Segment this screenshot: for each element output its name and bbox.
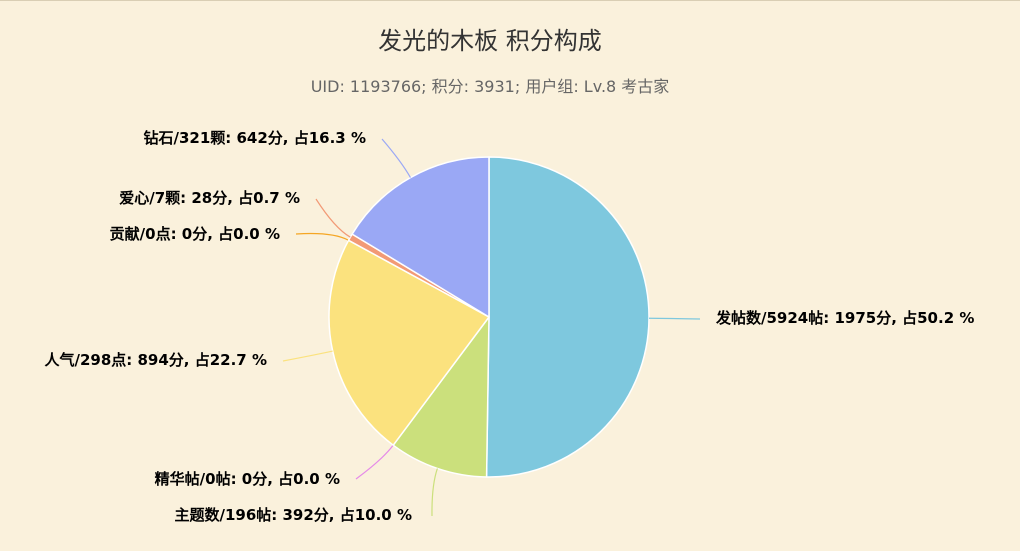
leader-line-4 xyxy=(295,232,349,241)
slice-label-4: 贡献/0点: 0分, 占0.0 % xyxy=(110,225,280,243)
slice-label-1: 主题数/196帖: 392分, 占10.0 % xyxy=(174,506,412,524)
chart-subtitle: UID: 1193766; 积分: 3931; 用户组: Lv.8 考古家 xyxy=(310,77,670,96)
leader-line-5 xyxy=(315,198,351,238)
leader-line-1 xyxy=(431,468,438,517)
slice-label-6: 钻石/321颗: 642分, 占16.3 % xyxy=(143,129,366,147)
leader-line-6 xyxy=(381,138,411,178)
slice-label-0: 发帖数/5924帖: 1975分, 占50.2 % xyxy=(715,309,974,327)
pie-slice-0[interactable] xyxy=(485,156,650,478)
leader-line-0 xyxy=(648,317,701,320)
slice-label-5: 爱心/7颗: 28分, 占0.7 % xyxy=(119,189,300,207)
leader-line-3 xyxy=(282,350,333,362)
slice-label-3: 人气/298点: 894分, 占22.7 % xyxy=(44,351,267,369)
chart-title: 发光的木板 积分构成 xyxy=(378,27,602,55)
slice-label-2: 精华帖/0帖: 0分, 占0.0 % xyxy=(155,470,340,488)
leader-line-2 xyxy=(355,444,394,480)
